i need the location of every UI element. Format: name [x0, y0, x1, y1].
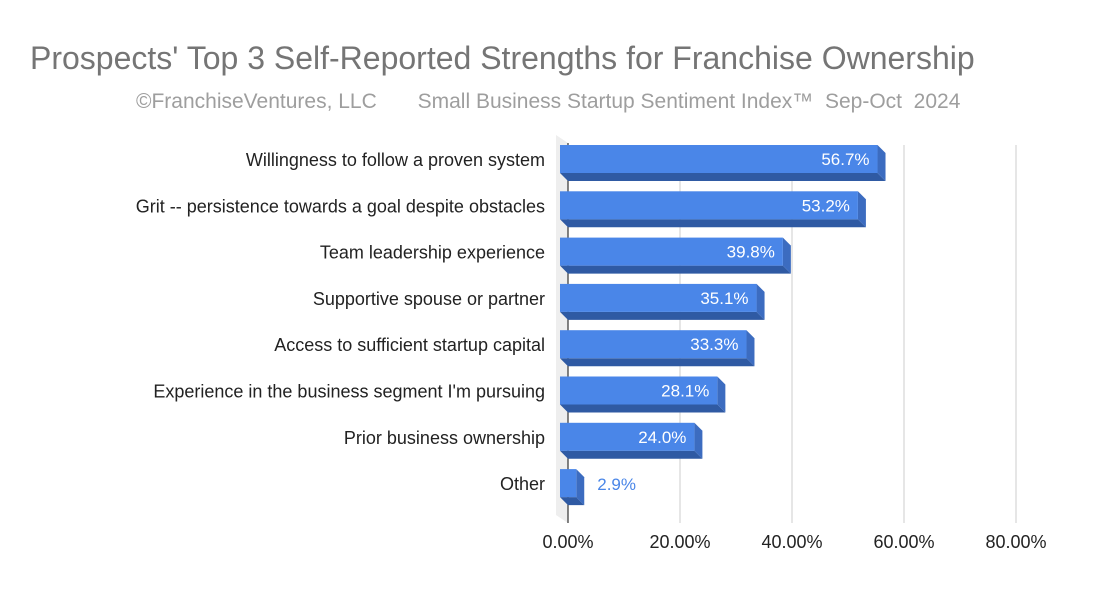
bar: 28.1%	[560, 376, 726, 413]
data-label: 35.1%	[700, 289, 748, 308]
x-tick-label: 20.00%	[649, 532, 710, 552]
bar: 33.3%	[560, 330, 755, 367]
bar-bottom-face	[560, 219, 866, 228]
bar-bottom-face	[560, 497, 585, 506]
bar-end-face	[782, 237, 791, 274]
bar-bottom-face	[560, 358, 755, 367]
bar-front-face	[560, 469, 577, 498]
category-label: Other	[500, 474, 545, 494]
data-label: 56.7%	[821, 150, 869, 169]
bar-bottom-face	[560, 404, 726, 413]
bar-end-face	[756, 283, 765, 320]
category-label: Team leadership experience	[320, 243, 545, 263]
bars: 56.7% 53.2% 39.8% 35.1% 33.3% 28.1% 24.0% 2.9%	[560, 145, 886, 506]
bar-end-face	[717, 376, 726, 413]
bar-front-face	[560, 376, 718, 405]
data-label: 28.1%	[661, 382, 709, 401]
bar-end-face	[694, 422, 703, 459]
category-label: Access to sufficient startup capital	[274, 335, 545, 355]
category-label: Prior business ownership	[344, 428, 545, 448]
bar: 53.2%	[560, 191, 866, 228]
category-label: Willingness to follow a proven system	[246, 150, 545, 170]
bar-bottom-face	[560, 173, 886, 181]
bar: 56.7%	[560, 145, 886, 181]
bar-end-face	[746, 330, 755, 367]
data-label: 2.9%	[597, 475, 636, 494]
bar-front-face	[560, 283, 757, 312]
data-label: 33.3%	[690, 335, 738, 354]
data-label: 24.0%	[638, 428, 686, 447]
x-tick-label: 40.00%	[761, 532, 822, 552]
bar-front-face	[560, 191, 858, 220]
bar: 2.9%	[560, 469, 636, 506]
bar-bottom-face	[560, 450, 703, 459]
bar-end-face	[877, 145, 886, 181]
bar-end-face	[576, 469, 585, 506]
bar-front-face	[560, 237, 783, 266]
bar-bottom-face	[560, 265, 791, 274]
x-tick-label: 80.00%	[985, 532, 1046, 552]
bar: 39.8%	[560, 237, 791, 274]
category-label: Grit -- persistence towards a goal despi…	[136, 196, 545, 216]
bar: 24.0%	[560, 422, 703, 459]
category-label: Experience in the business segment I'm p…	[153, 382, 545, 402]
bar-front-face	[560, 330, 747, 359]
bar-bottom-face	[560, 311, 765, 320]
bar-end-face	[857, 191, 866, 228]
bar-front-face	[560, 422, 695, 451]
x-axis-ticks: 0.00% 20.00% 40.00% 60.00% 80.00%	[542, 532, 1046, 552]
bar-front-face	[560, 145, 878, 173]
category-labels: Willingness to follow a proven system Gri…	[136, 150, 545, 494]
data-label: 53.2%	[802, 196, 850, 215]
chart-subtitle: ©FranchiseVentures, LLC Small Business S…	[136, 90, 961, 113]
x-tick-label: 0.00%	[542, 532, 593, 552]
data-label: 39.8%	[727, 243, 775, 262]
chart-title: Prospects' Top 3 Self-Reported Strengths…	[30, 40, 975, 76]
bar: 35.1%	[560, 283, 765, 320]
x-tick-label: 60.00%	[873, 532, 934, 552]
category-label: Supportive spouse or partner	[313, 289, 545, 309]
